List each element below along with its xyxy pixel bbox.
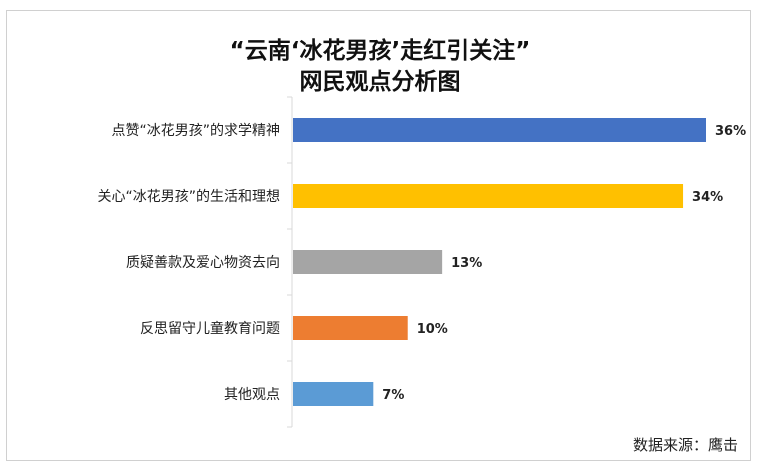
- category-label: 关心“冰花男孩”的生活和理想: [97, 189, 280, 205]
- bar: [293, 184, 684, 208]
- chart-title-line1: “云南‘冰花男孩’走红引关注”: [229, 38, 531, 64]
- category-label: 质疑善款及爱心物资去向: [126, 255, 280, 271]
- category-label: 点赞“冰花男孩”的求学精神: [111, 123, 280, 139]
- bar: [293, 382, 374, 406]
- category-axis-ticks: [287, 96, 292, 428]
- value-label: 34%: [692, 190, 723, 205]
- category-label: 其他观点: [224, 387, 280, 403]
- chart-frame: [6, 10, 751, 461]
- bar: [293, 250, 443, 274]
- bars-group: [293, 118, 706, 406]
- value-label: 10%: [417, 322, 448, 337]
- chart-title: “云南‘冰花男孩’走红引关注” 网民观点分析图: [0, 36, 760, 98]
- value-label: 7%: [382, 388, 404, 403]
- chart-title-line2: 网民观点分析图: [299, 69, 461, 95]
- value-labels-group: 36% 34% 13% 10% 7%: [382, 124, 746, 403]
- value-label: 36%: [715, 124, 746, 139]
- bar: [293, 316, 408, 340]
- category-labels-group: 点赞“冰花男孩”的求学精神关心“冰花男孩”的生活和理想质疑善款及爱心物资去向反思…: [97, 123, 280, 403]
- source-note: 数据来源：鹰击: [632, 436, 738, 454]
- value-label: 13%: [451, 256, 482, 271]
- category-label: 反思留守儿童教育问题: [140, 320, 280, 337]
- bar: [293, 118, 706, 142]
